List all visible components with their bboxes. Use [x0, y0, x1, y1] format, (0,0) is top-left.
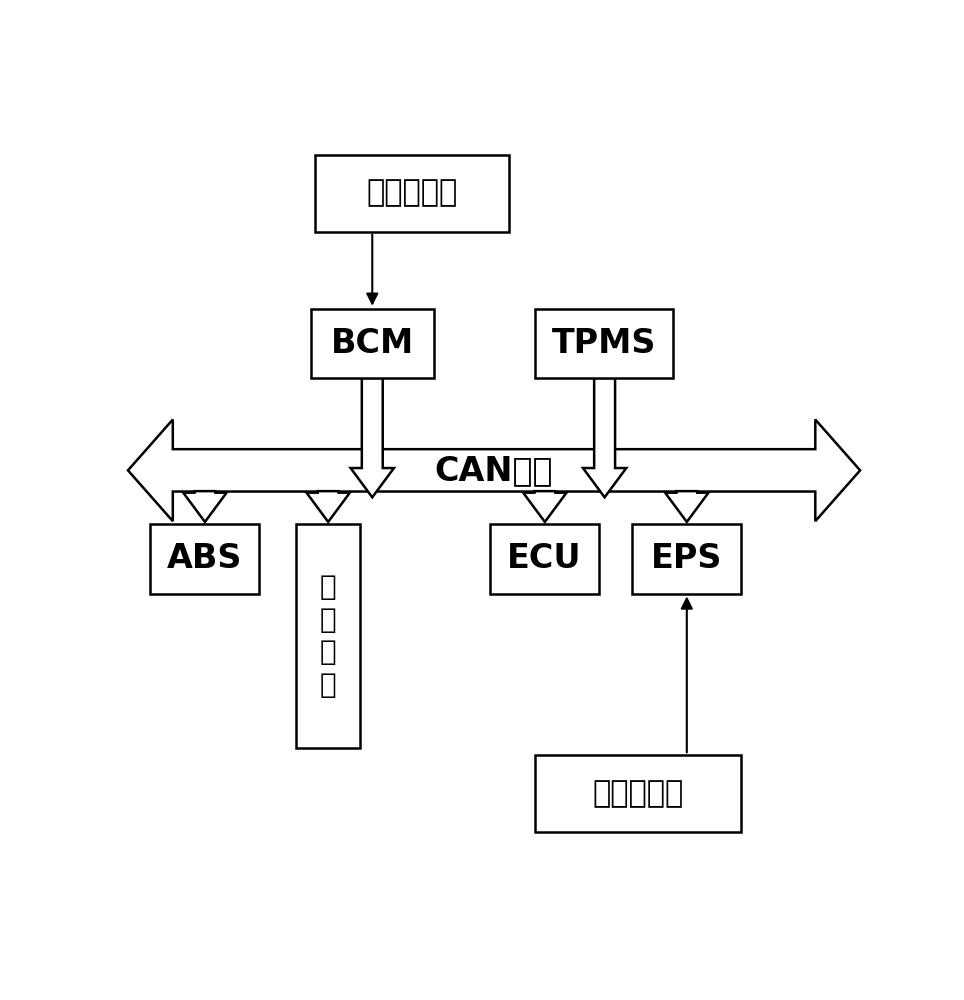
Polygon shape — [351, 378, 394, 497]
Text: CAN总线: CAN总线 — [435, 454, 553, 487]
Polygon shape — [523, 491, 567, 522]
FancyBboxPatch shape — [535, 309, 673, 378]
Text: TPMS: TPMS — [552, 327, 656, 360]
FancyBboxPatch shape — [150, 524, 258, 594]
Text: 车速传感器: 车速传感器 — [366, 179, 458, 208]
Polygon shape — [583, 378, 627, 497]
Polygon shape — [183, 491, 227, 522]
Text: EPS: EPS — [651, 542, 722, 575]
Text: BCM: BCM — [331, 327, 415, 360]
FancyBboxPatch shape — [311, 309, 435, 378]
FancyBboxPatch shape — [632, 524, 740, 594]
Text: 报
警
装
置: 报 警 装 置 — [319, 573, 336, 698]
Polygon shape — [128, 420, 860, 521]
FancyBboxPatch shape — [314, 155, 509, 232]
Text: ECU: ECU — [507, 542, 582, 575]
FancyBboxPatch shape — [491, 524, 599, 594]
FancyBboxPatch shape — [296, 524, 360, 748]
Text: ABS: ABS — [167, 542, 242, 575]
Polygon shape — [665, 491, 709, 522]
Polygon shape — [307, 491, 350, 522]
Text: 转角传感器: 转角传感器 — [592, 779, 683, 808]
FancyBboxPatch shape — [535, 755, 740, 832]
